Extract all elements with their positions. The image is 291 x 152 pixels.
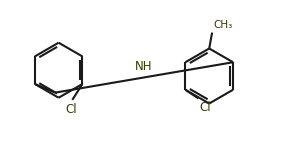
Text: NH: NH: [135, 60, 153, 73]
Text: Cl: Cl: [200, 101, 212, 114]
Text: CH₃: CH₃: [214, 20, 233, 30]
Text: Cl: Cl: [65, 103, 77, 116]
